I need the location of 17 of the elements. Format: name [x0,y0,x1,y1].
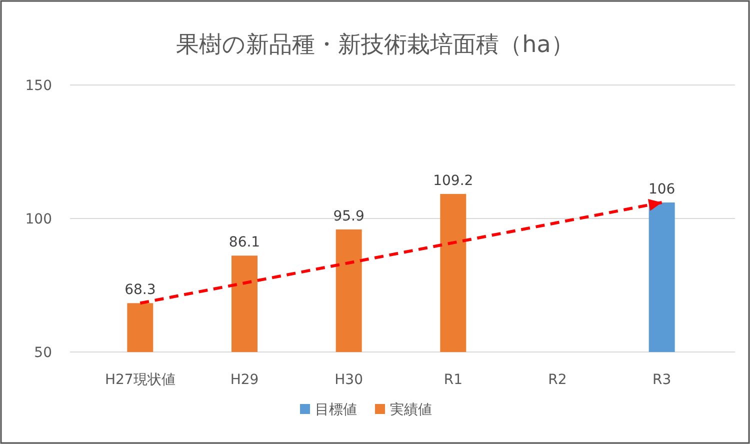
data-label: 106 [648,181,676,198]
x-tick-label: H30 [334,372,364,388]
x-tick-label: R2 [548,372,567,388]
legend-label: 実績値 [390,402,432,418]
x-tick-label: H27現状値 [104,372,176,388]
x-tick-label: R3 [652,372,672,388]
y-tick-label: 50 [34,345,52,361]
x-tick-label: H29 [230,372,259,388]
y-tick-label: 150 [25,78,52,94]
data-label: 109.2 [433,172,474,189]
legend-label: 目標値 [315,402,357,418]
x-tick-label: R1 [444,372,462,388]
title: 果樹の新品種・新技術栽培面積（ha） [176,32,574,58]
data-label: 86.1 [228,234,260,251]
data-label: 95.9 [333,208,364,224]
y-tick-label: 100 [25,212,52,228]
data-label: 68.3 [124,282,156,298]
